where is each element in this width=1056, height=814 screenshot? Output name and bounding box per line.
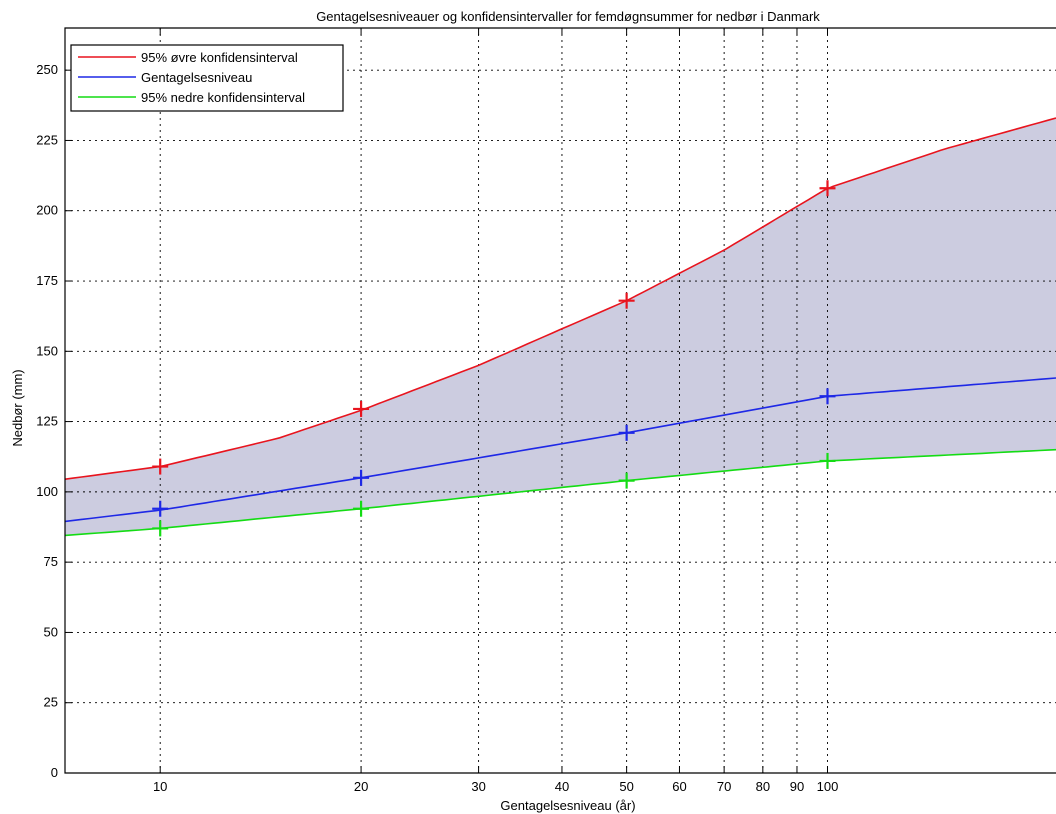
y-tick-label: 225 bbox=[36, 132, 58, 147]
y-tick-label: 0 bbox=[51, 765, 58, 780]
x-tick-label: 70 bbox=[717, 779, 731, 794]
y-tick-label: 150 bbox=[36, 343, 58, 358]
y-tick-label: 175 bbox=[36, 273, 58, 288]
series-marker-1 bbox=[618, 424, 635, 441]
series-marker-0 bbox=[353, 400, 370, 417]
y-tick-label: 75 bbox=[44, 554, 58, 569]
series-marker-0 bbox=[152, 458, 169, 475]
y-axis-title: Nedbør (mm) bbox=[10, 369, 25, 446]
x-tick-label: 40 bbox=[555, 779, 569, 794]
legend-box bbox=[70, 44, 344, 112]
series-marker-2 bbox=[152, 520, 169, 537]
y-tick-label: 250 bbox=[36, 62, 58, 77]
series-line-0 bbox=[65, 117, 1056, 480]
series-marker-1 bbox=[152, 500, 169, 517]
x-tick-label: 10 bbox=[153, 779, 167, 794]
axes-frame bbox=[64, 27, 1056, 774]
series-marker-1 bbox=[819, 388, 836, 405]
y-tick-label: 125 bbox=[36, 414, 58, 429]
y-tick-label: 100 bbox=[36, 484, 58, 499]
chart-title: Gentagelsesniveauer og konfidensinterval… bbox=[316, 9, 820, 24]
series-marker-0 bbox=[618, 292, 635, 309]
legend-label: Gentagelsesniveau bbox=[141, 70, 252, 85]
x-tick-label: 100 bbox=[817, 779, 839, 794]
x-tick-label: 20 bbox=[354, 779, 368, 794]
legend: 95% øvre konfidensinterval Gentagelsesniv… bbox=[70, 44, 344, 112]
legend-label: 95% øvre konfidensinterval bbox=[141, 50, 298, 65]
series-marker-1 bbox=[353, 469, 370, 486]
series-line-2 bbox=[65, 448, 1056, 537]
series-marker-2 bbox=[618, 472, 635, 489]
confidence-band bbox=[65, 118, 1056, 536]
series-line-1 bbox=[65, 377, 1056, 523]
x-tick-label: 30 bbox=[471, 779, 485, 794]
y-tick-label: 200 bbox=[36, 203, 58, 218]
legend-label: 95% nedre konfidensinterval bbox=[141, 90, 305, 105]
series-marker-2 bbox=[819, 452, 836, 469]
series-marker-2 bbox=[353, 500, 370, 517]
y-tick-label: 50 bbox=[44, 624, 58, 639]
y-tick-label: 25 bbox=[44, 695, 58, 710]
x-tick-label: 60 bbox=[672, 779, 686, 794]
x-tick-label: 50 bbox=[619, 779, 633, 794]
plot-area: 10 20 30 40 50 60 70 80 90 100 0 25 50 75 100 125 150 175… bbox=[36, 27, 1056, 794]
x-tick-label: 90 bbox=[790, 779, 804, 794]
series-marker-0 bbox=[819, 180, 836, 197]
x-tick-label: 80 bbox=[756, 779, 770, 794]
x-axis-title: Gentagelsesniveau (år) bbox=[500, 798, 635, 813]
